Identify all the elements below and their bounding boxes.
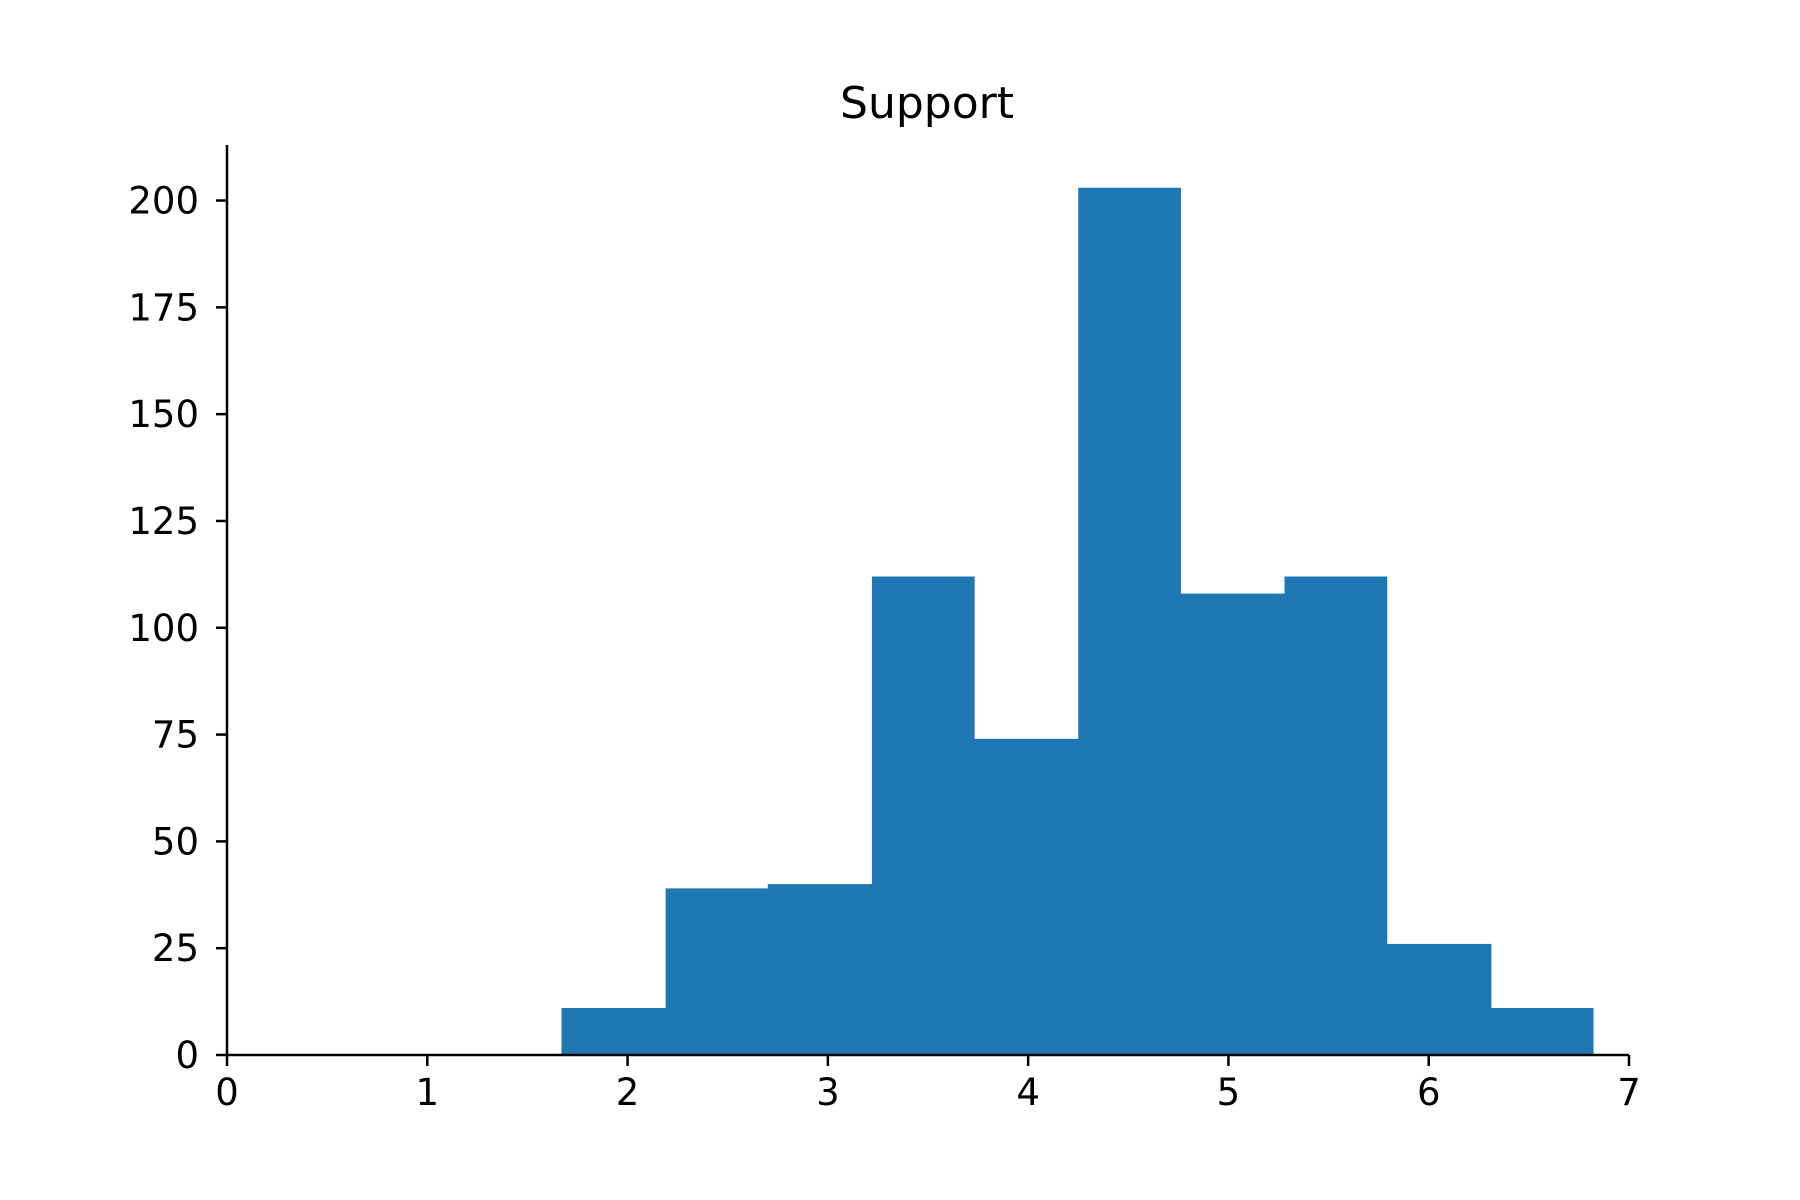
histogram-bar-7: [1284, 576, 1388, 1055]
y-tick-label-8: 200: [128, 180, 199, 223]
x-tick-label-4: 4: [1016, 1071, 1040, 1114]
x-tick-label-6: 6: [1417, 1071, 1441, 1114]
y-tick-label-1: 25: [152, 927, 199, 970]
y-tick-label-3: 75: [152, 714, 199, 757]
histogram-bar-1: [665, 888, 769, 1055]
histogram-bar-8: [1386, 943, 1492, 1055]
y-tick-label-6: 150: [128, 393, 199, 436]
y-tick-label-7: 175: [128, 286, 199, 329]
histogram-bar-3: [871, 576, 975, 1055]
chart-title: Support: [840, 78, 1014, 129]
bars-group: [561, 187, 1594, 1055]
x-tick-label-7: 7: [1617, 1071, 1641, 1114]
x-tick-label-2: 2: [616, 1071, 640, 1114]
x-tick-label-0: 0: [215, 1071, 239, 1114]
y-tick-label-5: 125: [128, 500, 199, 543]
histogram-bar-0: [561, 1008, 667, 1055]
histogram-bar-9: [1490, 1008, 1594, 1055]
histogram-bar-4: [974, 738, 1079, 1055]
histogram-bar-6: [1180, 593, 1286, 1055]
histogram-bar-2: [767, 884, 873, 1055]
y-tick-label-2: 50: [152, 820, 199, 863]
y-tick-label-4: 100: [128, 607, 199, 650]
y-tick-label-0: 0: [175, 1034, 199, 1077]
x-tick-label-1: 1: [416, 1071, 440, 1114]
histogram-bar-5: [1078, 187, 1181, 1055]
axes-group: 0 1 2 3 4 5 6 7 0 25 50 75 100 125 150 175 200: [128, 145, 1641, 1114]
x-tick-label-3: 3: [816, 1071, 840, 1114]
x-tick-label-5: 5: [1217, 1071, 1241, 1114]
